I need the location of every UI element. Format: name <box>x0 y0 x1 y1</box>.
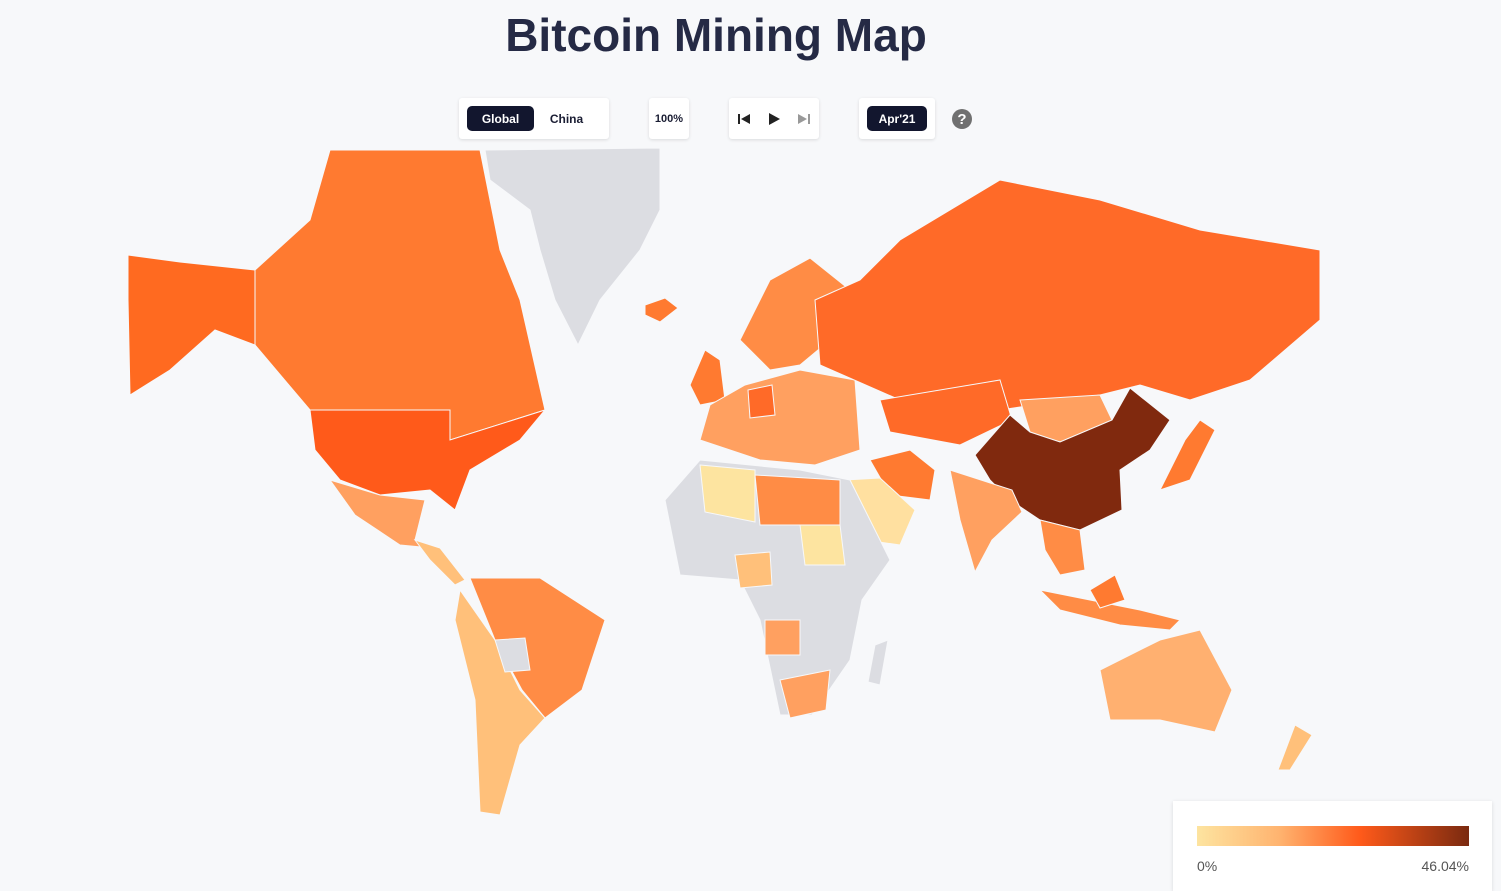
date-box: Apr'21 <box>859 98 935 139</box>
usa <box>309 409 547 511</box>
australia <box>1099 629 1233 733</box>
playback-controls <box>729 98 819 139</box>
legend-max-label: 46.04% <box>1421 858 1469 874</box>
europe <box>699 369 861 466</box>
algeria <box>699 464 756 523</box>
skip-back-button[interactable] <box>736 111 752 127</box>
angola <box>764 619 801 656</box>
page-title: Bitcoin Mining Map <box>505 9 927 61</box>
kazakhstan <box>879 379 1013 446</box>
nigeria <box>734 551 773 589</box>
color-legend: 0% 46.04% <box>1173 801 1492 891</box>
borneo <box>1089 574 1126 609</box>
date-button[interactable]: Apr'21 <box>867 106 927 131</box>
scope-button[interactable]: China <box>549 111 584 126</box>
sudan <box>799 524 846 566</box>
play-button[interactable] <box>766 111 782 127</box>
legend-min-label: 0% <box>1197 858 1218 874</box>
madagascar <box>867 639 889 686</box>
zoom-level: 100% <box>654 112 684 125</box>
new-zealand <box>1277 724 1313 771</box>
scope-toggle: Global China <box>459 98 609 139</box>
iceland <box>644 297 679 323</box>
skip-forward-button[interactable] <box>796 111 812 127</box>
uk <box>689 349 726 406</box>
germany <box>747 384 776 419</box>
southern-africa <box>779 669 831 719</box>
greenland <box>484 147 661 347</box>
help-icon[interactable]: ? <box>952 109 972 129</box>
southeast-asia <box>1039 519 1086 576</box>
india <box>949 469 1023 574</box>
alaska <box>127 254 256 396</box>
central-america <box>413 539 466 586</box>
zoom-box[interactable]: 100% <box>649 98 689 139</box>
japan <box>1159 419 1216 491</box>
russia <box>814 179 1321 411</box>
scope-button[interactable]: Global <box>467 106 534 131</box>
libya-egypt <box>754 474 841 526</box>
color-scale <box>1197 826 1469 846</box>
world-map <box>127 147 1321 816</box>
bolivia <box>494 637 531 673</box>
canada <box>254 149 546 441</box>
